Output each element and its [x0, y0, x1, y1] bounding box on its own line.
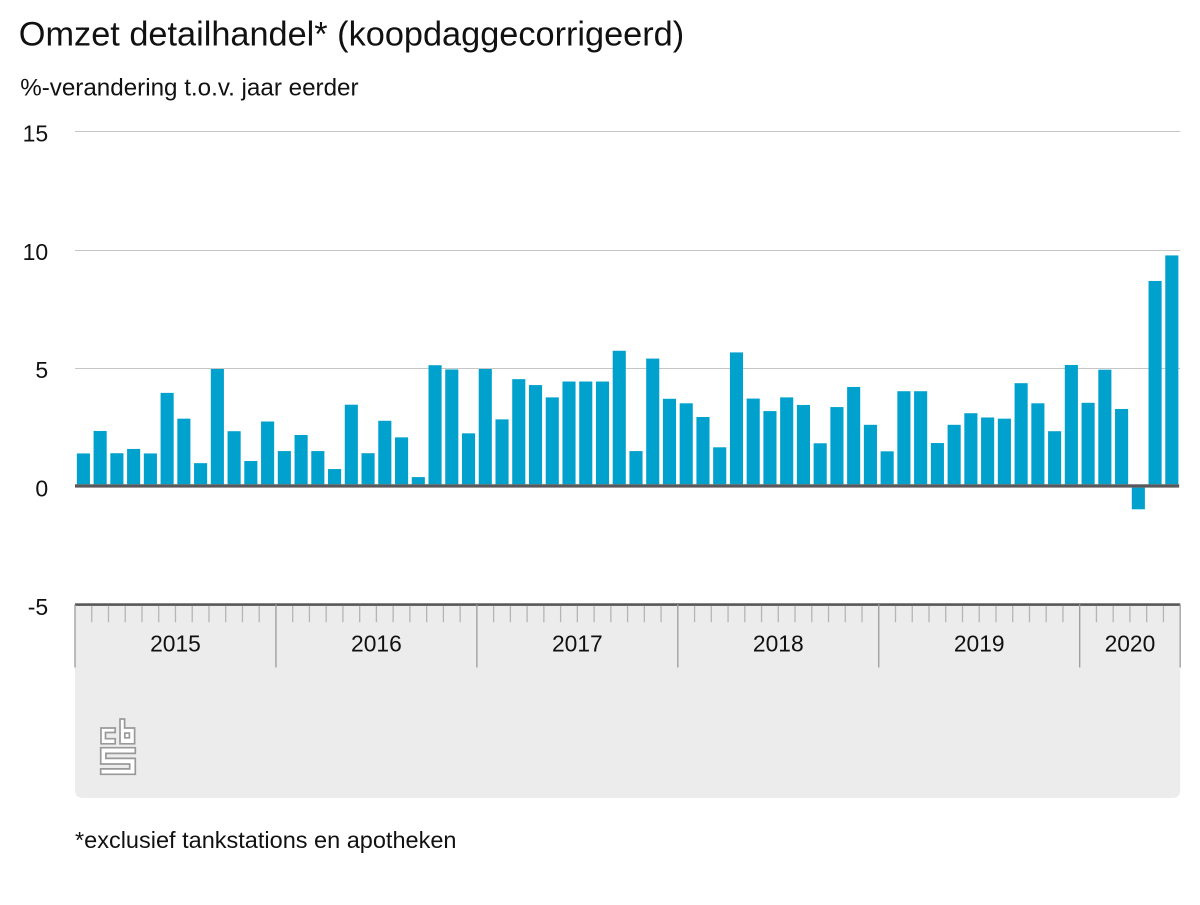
svg-text:2018: 2018: [753, 631, 804, 657]
svg-text:2015: 2015: [150, 631, 201, 657]
svg-text:*exclusief tankstations en apo: *exclusief tankstations en apotheken: [75, 827, 456, 853]
svg-text:0: 0: [35, 476, 48, 502]
svg-text:2019: 2019: [954, 631, 1005, 657]
svg-text:2020: 2020: [1105, 631, 1156, 657]
svg-text:-5: -5: [28, 594, 48, 620]
svg-text:10: 10: [23, 239, 49, 265]
svg-text:2016: 2016: [351, 631, 402, 657]
svg-text:5: 5: [35, 357, 48, 383]
svg-text:Omzet detailhandel* (koopdagge: Omzet detailhandel* (koopdaggecorrigeerd…: [19, 16, 684, 54]
svg-text:15: 15: [23, 121, 49, 147]
svg-text:2017: 2017: [552, 631, 603, 657]
svg-text:%-verandering t.o.v. jaar eerd: %-verandering t.o.v. jaar eerder: [20, 75, 358, 102]
